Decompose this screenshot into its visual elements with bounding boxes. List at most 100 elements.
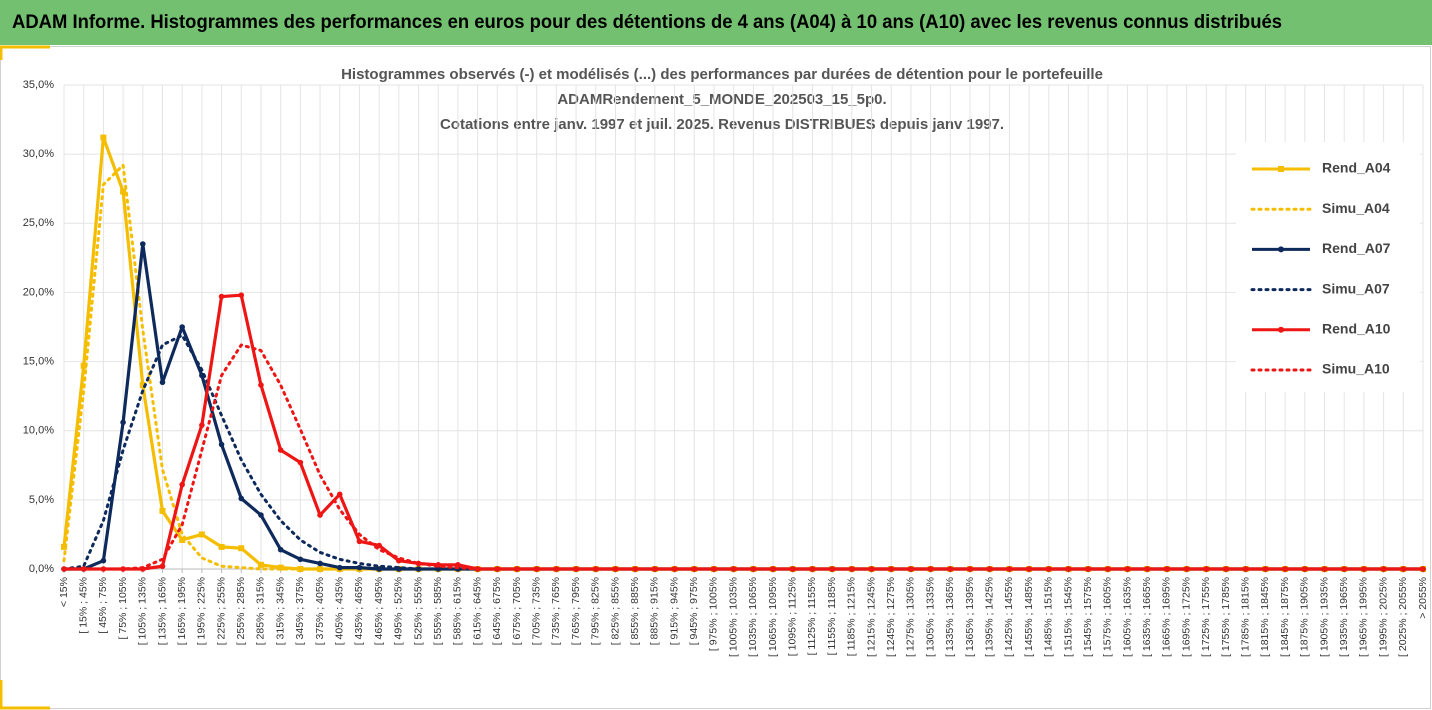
x-tick-label: [ 75% ; 105% [117,577,129,639]
x-tick-label: [ 1335% ; 1365% [944,577,956,657]
x-tick-label: [ 1875% ; 1905% [1299,577,1311,657]
marker [376,566,382,572]
x-tick-label: [ 1815% ; 1845% [1259,577,1271,657]
y-tick-label: 30,0% [23,148,54,160]
x-tick-label: [ 495% ; 525% [393,577,405,645]
x-tick-label: [ 1725% ; 1755% [1200,577,1212,657]
marker [159,507,166,514]
x-tick-label: [ 1935% ; 1965% [1338,577,1350,657]
x-tick-label: [ 135% ; 165% [156,577,168,645]
x-tick-label: [ 1245% ; 1275% [885,577,897,657]
marker [277,546,284,553]
marker [336,564,343,571]
y-tick-label: 35,0% [23,79,54,91]
legend-box [1236,142,1420,392]
legend-label: Simu_A04 [1322,200,1390,216]
x-tick-label: [ 165% ; 195% [176,577,188,645]
marker [100,557,107,564]
marker [179,324,185,330]
x-tick-label: > 2055% [1417,577,1429,619]
x-tick-label: [ 735% ; 765% [550,577,562,645]
legend-marker [1278,166,1284,172]
y-tick-label: 15,0% [23,355,54,367]
marker [179,536,186,543]
chart-title: Cotations entre janv. 1997 et juil. 2025… [440,116,1004,133]
x-tick-label: [ 855% ; 885% [629,577,641,645]
marker [1361,566,1367,572]
marker [120,419,126,426]
y-tick-label: 25,0% [23,217,54,229]
x-tick-label: [ 1575% ; 1605% [1102,577,1114,657]
x-tick-label: [ 1485% ; 1515% [1043,577,1055,657]
x-tick-label: [ 1695% ; 1725% [1180,577,1192,657]
x-tick-label: [ 1605% ; 1635% [1121,577,1133,657]
marker [317,512,323,518]
x-tick-label: [ 435% ; 465% [353,577,365,645]
x-tick-label: [ 1965% ; 1995% [1358,577,1370,657]
marker [277,447,284,453]
x-tick-label: [ 1665% ; 1695% [1161,577,1173,657]
x-tick-label: [ 825% ; 855% [609,577,621,645]
x-tick-label: [ 1185% ; 1215% [846,577,858,656]
marker [1262,566,1269,572]
x-tick-label: [ 1785% ; 1815% [1240,577,1252,657]
x-tick-label: [ 1215% ; 1245% [865,577,877,657]
marker [80,362,87,369]
x-tick-label: [ 1995% ; 2025% [1377,577,1389,657]
marker [297,459,304,466]
x-tick-label: [ 285% ; 315% [255,577,267,645]
marker [139,241,146,247]
x-tick-label: [ 885% ; 915% [649,577,661,645]
marker [277,564,284,571]
marker [947,566,954,572]
x-tick-label: [ 315% ; 345% [274,577,286,645]
x-tick-label: [ 465% ; 495% [373,577,385,645]
x-tick-label: [ 915% ; 945% [668,577,680,645]
marker [199,422,205,428]
x-tick-label: [ 525% ; 555% [412,577,424,645]
x-tick-label: [ 405% ; 435% [334,577,346,645]
x-tick-label: [ 1755% ; 1785% [1220,577,1232,657]
marker [238,292,245,298]
marker [257,561,264,568]
marker [100,134,107,141]
x-tick-label: [ 1065% ; 1095% [767,577,779,657]
marker [218,293,225,300]
x-tick-label: < 15% [58,577,70,607]
marker [356,538,363,545]
marker [317,560,323,567]
chart-title: ADAMRendement_5_MONDE_202503_15_5p0. [557,91,886,108]
header-title: ADAM Informe. Histogrammes des performan… [12,12,1282,33]
y-tick-label: 5,0% [29,494,54,506]
x-tick-label: [ 255% ; 285% [235,577,247,645]
marker [139,382,146,389]
x-tick-label: [ 705% ; 735% [530,577,542,645]
x-tick-label: [ 585% ; 615% [452,577,464,645]
x-tick-label: [ 1845% ; 1875% [1279,577,1291,657]
series-line [62,343,1425,571]
legend-label: Rend_A04 [1322,160,1391,176]
x-tick-label: [ 1905% ; 1935% [1318,577,1330,657]
legend-label: Rend_A07 [1322,240,1391,256]
x-tick-label: [ 1035% ; 1065% [747,577,759,657]
marker [218,543,225,550]
marker [198,531,205,538]
x-tick-label: [ 45% ; 75% [97,577,109,634]
marker [730,566,737,572]
x-tick-label: [ 15% ; 45% [77,577,89,634]
legend-label: Simu_A07 [1322,280,1390,296]
legend-marker [1278,326,1284,333]
y-tick-label: 10,0% [23,425,54,437]
marker [1164,566,1170,572]
x-tick-label: [ 1455% ; 1485% [1023,577,1035,657]
marker [297,556,304,563]
chart-title: Histogrammes observés (-) et modélisés (… [341,66,1103,83]
x-tick-label: [ 1305% ; 1335% [924,577,936,657]
x-tick-label: [ 225% ; 255% [215,577,227,645]
marker [179,481,185,488]
x-tick-label: [ 1425% ; 1455% [1003,577,1015,657]
x-tick-label: [ 1275% ; 1305% [905,577,917,657]
y-tick-label: 20,0% [23,286,54,298]
x-tick-label: [ 645% ; 675% [491,577,503,645]
